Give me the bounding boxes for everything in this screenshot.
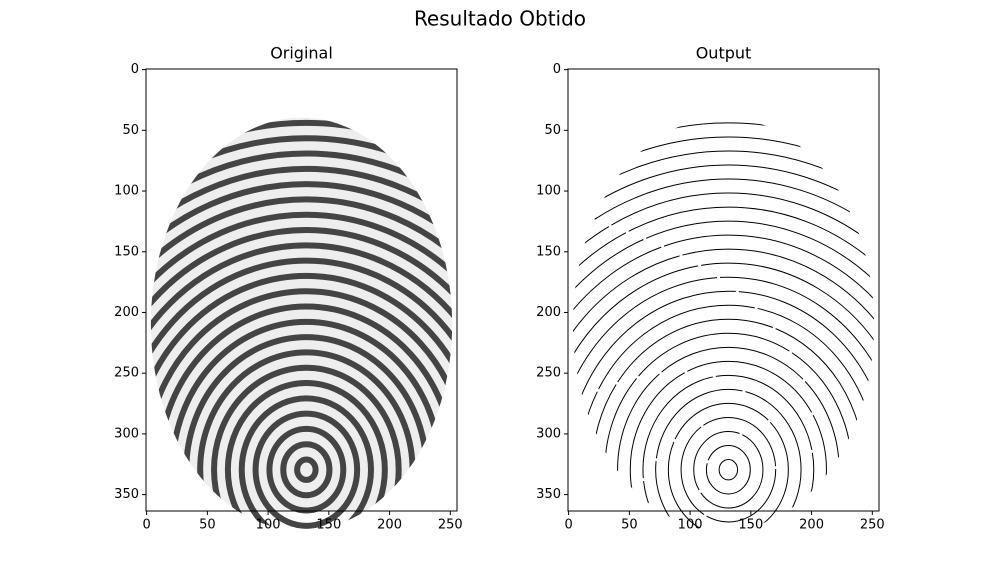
ridge	[572, 117, 875, 531]
y-tick-label: 50	[544, 123, 561, 138]
y-tick-label: 0	[131, 62, 139, 77]
ridge	[572, 136, 875, 531]
ridge	[280, 441, 333, 499]
y-tick-label: 100	[114, 184, 139, 199]
ridge	[150, 288, 453, 531]
y-tick-label: 100	[536, 184, 561, 199]
x-tick-label: 200	[377, 518, 402, 533]
ridge	[238, 395, 374, 531]
x-tick-label: 100	[678, 518, 703, 533]
ridge	[150, 119, 453, 531]
ridge	[150, 242, 453, 531]
ridge	[667, 402, 789, 531]
axes-frame	[567, 68, 880, 512]
ridge	[150, 165, 453, 531]
x-tick-label: 0	[564, 518, 572, 533]
ridge	[211, 364, 402, 531]
x-tick-label: 200	[799, 518, 824, 533]
ridge	[572, 262, 875, 531]
x-tick-label: 250	[860, 518, 885, 533]
ridge	[572, 178, 875, 531]
x-tick-label: 150	[738, 518, 763, 533]
x-tick-label: 0	[142, 518, 150, 533]
ridge	[572, 117, 875, 531]
y-tick-label: 250	[114, 366, 139, 381]
y-tick-label: 250	[536, 366, 561, 381]
ridge	[150, 150, 453, 531]
y-tick-label: 350	[536, 487, 561, 502]
ridge	[572, 290, 875, 531]
y-tick-label: 200	[536, 305, 561, 320]
ridge	[572, 276, 875, 531]
ridge	[224, 380, 388, 531]
axes-title: Output	[696, 44, 752, 63]
ridge	[572, 150, 875, 531]
x-tick-label: 100	[256, 518, 281, 533]
ridge	[572, 122, 875, 531]
ridge	[150, 181, 453, 531]
ridge	[629, 360, 827, 531]
y-tick-label: 300	[536, 426, 561, 441]
x-tick-label: 150	[316, 518, 341, 533]
ridge	[150, 272, 453, 531]
ridge	[572, 192, 875, 531]
ridge	[150, 257, 453, 531]
ridge	[718, 459, 739, 481]
y-tick-label: 350	[114, 487, 139, 502]
ridge	[642, 374, 815, 531]
ridge	[150, 135, 453, 531]
x-tick-label: 250	[438, 518, 463, 533]
ridge	[150, 196, 453, 531]
axes-frame	[145, 68, 458, 512]
ridge	[604, 332, 853, 531]
ridge	[572, 206, 875, 531]
y-tick-label: 300	[114, 426, 139, 441]
ridge	[680, 416, 777, 523]
x-tick-label: 50	[199, 518, 216, 533]
y-tick-label: 50	[122, 123, 139, 138]
ridge	[572, 117, 875, 531]
y-tick-label: 0	[553, 62, 561, 77]
y-tick-label: 200	[114, 305, 139, 320]
ridge	[150, 227, 453, 531]
ridge	[572, 164, 875, 531]
y-tick-label: 150	[114, 244, 139, 259]
ridge	[572, 248, 875, 531]
ridge	[572, 220, 875, 531]
ridge	[705, 444, 751, 495]
ridge	[572, 234, 875, 531]
ridge	[252, 410, 361, 529]
ridge	[150, 211, 453, 531]
figure-title: Resultado Obtido	[414, 7, 586, 31]
ridge	[655, 388, 802, 531]
y-tick-label: 150	[536, 244, 561, 259]
x-tick-label: 50	[621, 518, 638, 533]
ridge	[294, 456, 319, 483]
ridge	[693, 430, 764, 509]
axes-title: Original	[270, 44, 333, 63]
